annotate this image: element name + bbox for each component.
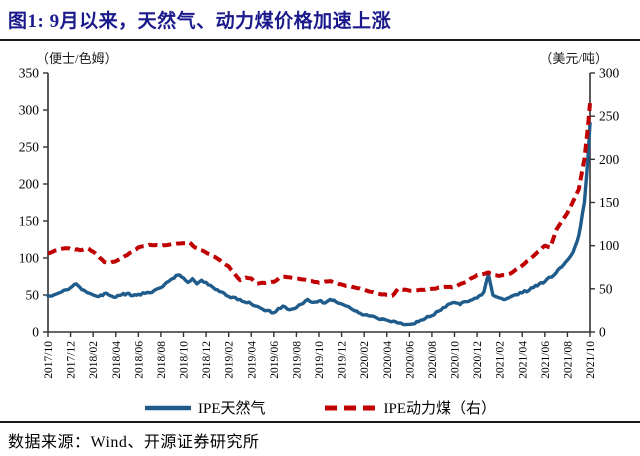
data-source-text: 数据来源：Wind、开源证券研究所 bbox=[8, 434, 260, 451]
y-axis-right-tick-label: 150 bbox=[599, 195, 620, 210]
y-axis-right-tick-label: 200 bbox=[599, 152, 620, 167]
legend-item-gas: IPE天然气 bbox=[144, 397, 266, 418]
left-axis-unit-label: （便士/色姆） bbox=[36, 51, 118, 66]
x-axis-tick-label: 2019/12 bbox=[337, 341, 349, 379]
y-axis-left-tick-label: 0 bbox=[32, 325, 39, 340]
footer-divider bbox=[0, 421, 640, 423]
y-axis-right-tick-label: 100 bbox=[599, 238, 620, 253]
x-axis-tick-label: 2017/12 bbox=[66, 341, 78, 379]
y-axis-left-tick-label: 300 bbox=[19, 103, 40, 118]
legend-item-coal: IPE动力煤（右） bbox=[324, 397, 497, 418]
title-divider bbox=[0, 39, 640, 41]
x-axis-tick-label: 2018/02 bbox=[88, 341, 100, 379]
y-axis-right: 0 50 100 150 200 250 300 bbox=[590, 66, 620, 340]
x-axis-tick-label: 2020/08 bbox=[427, 341, 439, 379]
x-axis-tick-label: 2020/02 bbox=[359, 341, 371, 379]
x-axis-tick-label: 2018/10 bbox=[179, 341, 191, 379]
x-axis-tick-label: 2021/06 bbox=[540, 341, 552, 379]
x-axis-tick-label: 2021/04 bbox=[517, 341, 529, 379]
right-axis-unit-label: （美元/吨） bbox=[539, 51, 608, 66]
y-axis-right-tick-label: 300 bbox=[599, 66, 620, 81]
x-axis-tick-label: 2020/10 bbox=[450, 341, 462, 379]
y-axis-left-tick-label: 200 bbox=[19, 177, 40, 192]
x-axis-tick-label: 2017/10 bbox=[43, 341, 55, 379]
x-axis-tick-label: 2018/06 bbox=[133, 341, 145, 379]
legend-label-coal: IPE动力煤（右） bbox=[383, 401, 497, 417]
y-axis-left-tick-label: 50 bbox=[26, 288, 40, 303]
y-axis-right-tick-label: 50 bbox=[599, 281, 613, 296]
x-axis: 2017/10 2017/12 2018/02 2018/04 2018/06 2018/… bbox=[43, 332, 597, 379]
gas-line-swatch-icon bbox=[144, 405, 191, 410]
coal-dashed-swatch-icon bbox=[324, 405, 377, 410]
x-axis-tick-label: 2021/08 bbox=[562, 341, 574, 379]
y-axis-left: 0 50 100 150 200 250 300 350 bbox=[19, 66, 48, 340]
series-line-gas bbox=[46, 121, 592, 327]
x-axis-tick-label: 2019/04 bbox=[246, 341, 258, 379]
legend-label-gas: IPE天然气 bbox=[197, 401, 266, 417]
x-axis-tick-label: 2019/06 bbox=[269, 341, 281, 379]
x-axis-tick-label: 2018/04 bbox=[111, 341, 123, 379]
y-axis-left-tick-label: 150 bbox=[19, 214, 40, 229]
x-axis-tick-label: 2021/10 bbox=[585, 341, 597, 379]
y-axis-left-tick-label: 100 bbox=[19, 251, 40, 266]
x-axis-tick-label: 2019/02 bbox=[224, 341, 236, 379]
y-axis-left-tick-label: 350 bbox=[19, 66, 40, 81]
x-axis-tick-label: 2020/12 bbox=[472, 341, 484, 379]
figure-title: 图1: 9月以来，天然气、动力煤价格加速上涨 bbox=[8, 11, 392, 32]
y-axis-right-tick-label: 0 bbox=[599, 325, 606, 340]
x-axis-tick-label: 2020/04 bbox=[382, 341, 394, 379]
x-axis-tick-label: 2020/06 bbox=[404, 341, 416, 379]
y-axis-right-tick-label: 250 bbox=[599, 109, 620, 124]
series-line-coal bbox=[47, 103, 592, 298]
x-axis-tick-label: 2021/02 bbox=[495, 341, 507, 379]
x-axis-tick-label: 2018/12 bbox=[201, 341, 213, 379]
x-axis-tick-label: 2019/10 bbox=[314, 341, 326, 379]
chart-legend: IPE天然气 IPE动力煤（右） bbox=[0, 397, 640, 418]
x-axis-tick-label: 2019/08 bbox=[291, 341, 303, 379]
y-axis-left-tick-label: 250 bbox=[19, 140, 40, 155]
x-axis-tick-label: 2018/08 bbox=[156, 341, 168, 379]
